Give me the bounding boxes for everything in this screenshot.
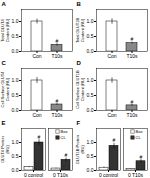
svg-text:0.0: 0.0 bbox=[87, 48, 94, 54]
svg-text:0.5: 0.5 bbox=[87, 33, 94, 39]
svg-text:F: F bbox=[77, 119, 81, 125]
svg-text:1.0: 1.0 bbox=[87, 77, 94, 83]
svg-text:0.5: 0.5 bbox=[12, 153, 19, 159]
svg-text:CL: CL bbox=[136, 134, 142, 139]
svg-text:Con: Con bbox=[32, 112, 41, 118]
svg-text:#: # bbox=[56, 98, 59, 104]
svg-text:Cell Surface GLUT4Content (RU): Cell Surface GLUT4Content (RU) bbox=[0, 71, 9, 108]
svg-text:Total GLUT4Content (RU): Total GLUT4Content (RU) bbox=[0, 18, 9, 42]
svg-text:0.0: 0.0 bbox=[12, 167, 19, 173]
svg-text:Cell Surface GLUT1BContent (RU: Cell Surface GLUT1BContent (RU) bbox=[75, 70, 84, 109]
svg-text:#: # bbox=[56, 38, 59, 44]
svg-text:0.0: 0.0 bbox=[12, 107, 19, 113]
svg-text:B: B bbox=[77, 1, 82, 7]
svg-text:CL: CL bbox=[61, 134, 67, 139]
svg-text:1.0: 1.0 bbox=[12, 139, 19, 145]
svg-text:#: # bbox=[140, 153, 143, 159]
svg-text:0.5: 0.5 bbox=[87, 153, 94, 159]
svg-text:0.5: 0.5 bbox=[87, 92, 94, 98]
svg-text:#: # bbox=[131, 99, 134, 105]
svg-text:D: D bbox=[77, 60, 82, 66]
svg-text:T10s: T10s bbox=[51, 53, 63, 59]
svg-text:Con: Con bbox=[107, 53, 116, 59]
svg-text:#: # bbox=[113, 137, 116, 143]
svg-text:0.5: 0.5 bbox=[12, 92, 19, 98]
svg-text:1.0: 1.0 bbox=[12, 77, 19, 83]
svg-text:0 control: 0 control bbox=[99, 172, 118, 178]
svg-text:Con: Con bbox=[107, 112, 116, 118]
svg-text:1.0: 1.0 bbox=[12, 18, 19, 24]
svg-text:GLUT4 Protein(RU): GLUT4 Protein(RU) bbox=[0, 136, 9, 163]
svg-text:#: # bbox=[38, 133, 41, 139]
svg-text:Total GLUT1BContent (RU): Total GLUT1BContent (RU) bbox=[75, 18, 84, 43]
svg-text:Bas: Bas bbox=[136, 128, 143, 133]
svg-text:1.0: 1.0 bbox=[87, 139, 94, 145]
svg-text:GLUT1B Protein(RU): GLUT1B Protein(RU) bbox=[75, 134, 84, 163]
svg-text:0.0: 0.0 bbox=[87, 167, 94, 173]
svg-text:A: A bbox=[2, 1, 7, 7]
svg-text:T10s: T10s bbox=[126, 53, 138, 59]
svg-text:T10s: T10s bbox=[126, 112, 138, 118]
svg-text:#: # bbox=[65, 152, 68, 158]
svg-text:0.0: 0.0 bbox=[12, 48, 19, 54]
svg-text:#: # bbox=[131, 36, 134, 42]
svg-text:T10s: T10s bbox=[51, 112, 63, 118]
svg-text:1.0: 1.0 bbox=[87, 18, 94, 24]
svg-text:0 T10s: 0 T10s bbox=[53, 172, 69, 178]
svg-text:0.0: 0.0 bbox=[87, 107, 94, 113]
svg-text:0 control: 0 control bbox=[24, 172, 43, 178]
svg-text:0 T10s: 0 T10s bbox=[128, 172, 144, 178]
svg-text:E: E bbox=[2, 119, 6, 125]
svg-text:Bas: Bas bbox=[61, 128, 68, 133]
svg-text:C: C bbox=[2, 60, 7, 66]
svg-text:Con: Con bbox=[32, 53, 41, 59]
svg-text:0.5: 0.5 bbox=[12, 33, 19, 39]
